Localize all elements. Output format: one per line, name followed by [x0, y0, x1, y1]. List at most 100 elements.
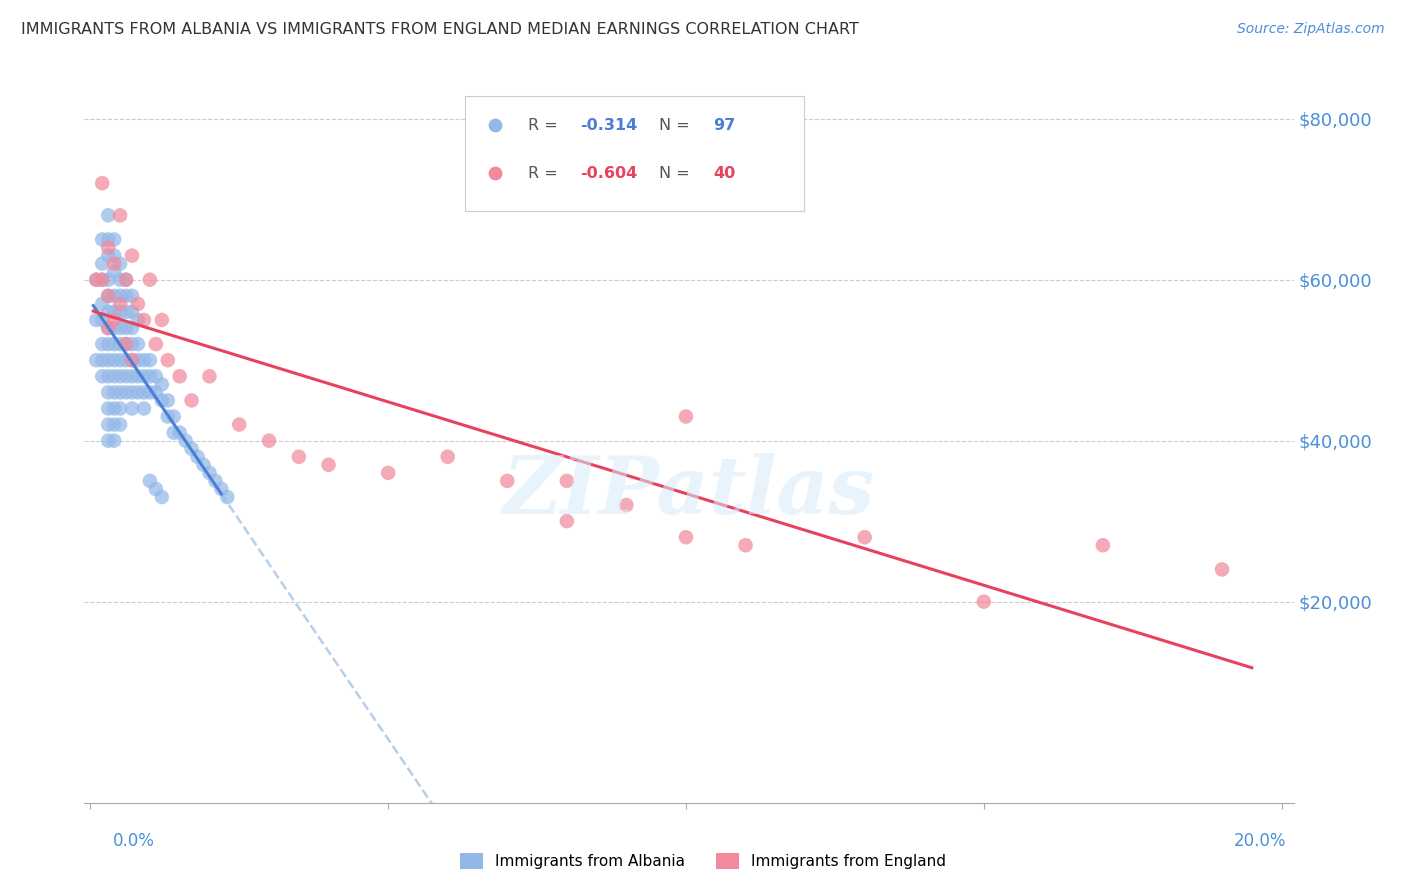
Point [97, 353, 120, 368]
Text: ZIPatlas: ZIPatlas [503, 453, 875, 531]
Point [91, 337, 114, 351]
Point [145, 385, 167, 400]
Point [103, 353, 125, 368]
Point [163, 425, 186, 440]
Point [198, 369, 221, 384]
Point [115, 321, 138, 335]
Point [108, 401, 131, 416]
Point [163, 409, 186, 424]
Point [127, 297, 149, 311]
Text: R =: R = [529, 118, 562, 133]
Point [127, 369, 149, 384]
Point [193, 458, 215, 472]
Point [97, 385, 120, 400]
Point [209, 482, 232, 496]
Point [180, 393, 202, 408]
Point [103, 369, 125, 384]
Point [103, 321, 125, 335]
Text: IMMIGRANTS FROM ALBANIA VS IMMIGRANTS FROM ENGLAND MEDIAN EARNINGS CORRELATION C: IMMIGRANTS FROM ALBANIA VS IMMIGRANTS FR… [21, 22, 859, 37]
Point [150, 313, 173, 327]
Point [97, 289, 120, 303]
Point [180, 442, 202, 456]
Point [132, 313, 155, 327]
Point [288, 450, 311, 464]
Point [228, 417, 250, 432]
Point [97, 289, 120, 303]
Point [108, 353, 131, 368]
Point [91, 297, 114, 311]
Point [97, 337, 120, 351]
Point [97, 321, 120, 335]
Point [115, 273, 138, 287]
Point [97, 305, 120, 319]
Point [91, 273, 114, 287]
Point [97, 417, 120, 432]
Point [139, 369, 162, 384]
Point [115, 385, 138, 400]
Text: -0.314: -0.314 [581, 118, 637, 133]
Point [121, 369, 143, 384]
Text: R =: R = [529, 166, 562, 181]
Point [150, 490, 173, 504]
Legend: Immigrants from Albania, Immigrants from England: Immigrants from Albania, Immigrants from… [454, 847, 952, 875]
Point [121, 305, 143, 319]
Point [84, 313, 107, 327]
FancyBboxPatch shape [465, 95, 804, 211]
Point [97, 240, 120, 254]
Point [91, 176, 114, 190]
Text: 40: 40 [713, 166, 735, 181]
Point [257, 434, 280, 448]
Point [84, 353, 107, 368]
Point [97, 321, 120, 335]
Point [121, 337, 143, 351]
Point [156, 409, 179, 424]
Point [675, 530, 697, 544]
Text: 0.0%: 0.0% [112, 832, 155, 850]
Point [121, 289, 143, 303]
Point [150, 393, 173, 408]
Point [121, 401, 143, 416]
Point [616, 498, 638, 512]
Point [115, 337, 138, 351]
Text: 20.0%: 20.0% [1234, 832, 1286, 850]
Text: N =: N = [659, 166, 695, 181]
Point [145, 369, 167, 384]
Text: 97: 97 [713, 118, 735, 133]
Point [139, 273, 162, 287]
Point [496, 474, 519, 488]
Text: Source: ZipAtlas.com: Source: ZipAtlas.com [1237, 22, 1385, 37]
Point [115, 369, 138, 384]
Point [132, 353, 155, 368]
Point [156, 353, 179, 368]
Point [169, 425, 191, 440]
Point [108, 321, 131, 335]
Point [103, 289, 125, 303]
Point [108, 297, 131, 311]
Point [115, 353, 138, 368]
Point [121, 353, 143, 368]
Point [127, 353, 149, 368]
Point [91, 273, 114, 287]
Point [377, 466, 399, 480]
Point [103, 417, 125, 432]
Point [97, 369, 120, 384]
Point [108, 208, 131, 222]
Point [84, 273, 107, 287]
Point [555, 514, 578, 528]
Point [204, 474, 226, 488]
Point [91, 232, 114, 246]
Point [84, 273, 107, 287]
Point [150, 377, 173, 392]
Point [436, 450, 458, 464]
Point [103, 434, 125, 448]
Point [103, 305, 125, 319]
Point [132, 385, 155, 400]
Point [91, 257, 114, 271]
Point [97, 249, 120, 263]
Point [127, 337, 149, 351]
Point [103, 337, 125, 351]
Point [103, 232, 125, 246]
Point [1091, 538, 1114, 552]
Point [115, 273, 138, 287]
Point [174, 434, 197, 448]
